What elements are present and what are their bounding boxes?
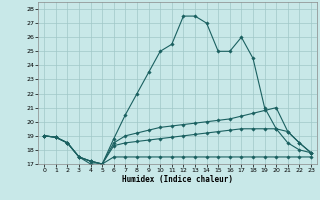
X-axis label: Humidex (Indice chaleur): Humidex (Indice chaleur) bbox=[122, 175, 233, 184]
